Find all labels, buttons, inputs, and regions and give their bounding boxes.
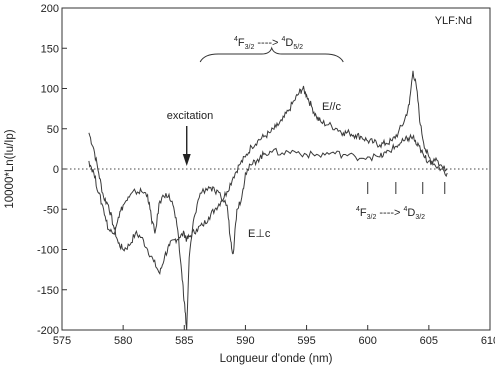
y-tick-label: 0 xyxy=(53,164,59,176)
series-layer xyxy=(88,70,448,331)
excitation-label: excitation xyxy=(167,110,213,122)
y-tick-label: 200 xyxy=(41,3,59,15)
sample-label: YLF:Nd xyxy=(435,15,472,27)
x-tick-label: 610 xyxy=(481,335,495,347)
y-tick-label: -200 xyxy=(37,325,59,337)
x-tick-label: 590 xyxy=(236,335,254,347)
x-tick-label: 595 xyxy=(297,335,315,347)
y-axis-label: 10000*Ln(Iu/Ip) xyxy=(4,129,16,208)
y-axis-ticks: -200 -150 -100 -50 0 50 100 150 200 xyxy=(37,3,67,337)
y-tick-label: 150 xyxy=(41,43,59,55)
annotation-layer xyxy=(182,46,446,194)
x-axis-ticks: 575 580 585 590 595 600 605 610 xyxy=(53,325,495,347)
y-tick-label: -50 xyxy=(43,204,59,216)
x-tick-label: 575 xyxy=(53,335,71,347)
transition-label-lower: 4F3/2 ----> 4D3/2 xyxy=(356,206,425,221)
transition-label-upper: 4F3/2 ----> 4D5/2 xyxy=(234,36,303,51)
series-label-e-perp-c: E⊥c xyxy=(248,228,271,240)
x-tick-label: 605 xyxy=(420,335,438,347)
y-tick-label: -150 xyxy=(37,285,59,297)
x-tick-label: 580 xyxy=(114,335,132,347)
x-axis-label: Longueur d'onde (nm) xyxy=(220,353,333,365)
transition-brace xyxy=(199,46,344,63)
excitation-arrow-head xyxy=(182,154,191,166)
y-tick-label: 100 xyxy=(41,84,59,96)
x-tick-label: 600 xyxy=(359,335,377,347)
y-tick-label: 50 xyxy=(47,124,59,136)
x-tick-label: 585 xyxy=(175,335,193,347)
y-tick-label: -100 xyxy=(37,245,59,257)
series-line-e-parallel-c xyxy=(88,70,448,275)
series-label-e-parallel-c: E//c xyxy=(322,101,341,113)
series-line-e-perp-c xyxy=(88,133,448,331)
